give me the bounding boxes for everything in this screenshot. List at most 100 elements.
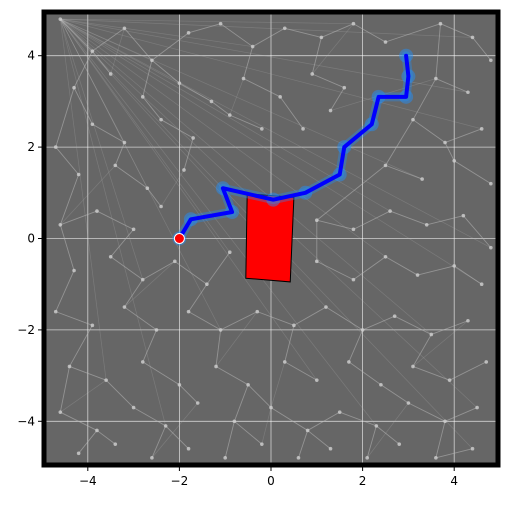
tree-edge — [211, 101, 231, 116]
tree-node — [447, 378, 452, 382]
tree-node — [479, 127, 484, 131]
tree-node — [214, 364, 218, 369]
tree-edge — [60, 18, 148, 189]
tree-edge — [160, 169, 185, 207]
y-tick-label: −2 — [17, 323, 35, 337]
tree-edge — [151, 402, 198, 459]
tree-edge — [444, 128, 482, 143]
tree-node — [250, 44, 255, 49]
x-tick-label: −4 — [79, 474, 97, 488]
tree-edge — [73, 87, 93, 125]
tree-node — [452, 264, 457, 268]
tree-edge — [78, 430, 98, 454]
tree-node — [90, 122, 95, 127]
tree-edge — [435, 448, 473, 459]
tree-edge — [366, 402, 409, 459]
tree-node — [351, 227, 356, 232]
tree-edge — [412, 78, 437, 120]
tree-node — [411, 364, 415, 369]
tree-edge — [412, 334, 432, 367]
tree-edge — [353, 256, 386, 280]
tree-edge — [463, 215, 492, 248]
tree-edge — [385, 164, 423, 180]
tree-node — [246, 382, 250, 387]
tree-node — [131, 405, 136, 410]
tree-node — [296, 456, 301, 460]
tree-node — [218, 328, 223, 332]
tree-edge — [142, 60, 153, 97]
tree-node — [365, 456, 369, 460]
tree-node — [131, 227, 136, 232]
tree-edge — [215, 311, 258, 367]
tree-edge — [444, 407, 478, 422]
start-marker — [173, 233, 185, 244]
tree-edge — [60, 18, 386, 258]
tree-edge — [110, 28, 125, 75]
tree-node — [420, 177, 424, 181]
tree-node — [159, 204, 163, 209]
tree-edge — [69, 366, 107, 381]
tree-node — [90, 323, 95, 328]
tree-node — [53, 309, 58, 314]
tree-node — [140, 360, 145, 364]
y-tick-label: 4 — [27, 49, 35, 63]
tree-node — [205, 282, 209, 287]
tree-edge — [55, 87, 75, 148]
tree-node — [58, 410, 63, 414]
tree-node — [182, 168, 186, 172]
tree-edge — [151, 59, 180, 84]
tree-edge — [59, 19, 166, 426]
tree-node — [315, 378, 319, 382]
tree-edge — [206, 251, 231, 285]
tree-edge — [312, 73, 345, 89]
tree-edge — [55, 311, 93, 326]
tree-edge — [96, 210, 134, 230]
tree-node — [434, 456, 438, 460]
tree-node — [58, 17, 63, 21]
tree-node — [195, 401, 200, 405]
tree-edge — [124, 27, 153, 61]
tree-node — [260, 442, 264, 446]
tree-node — [232, 419, 237, 424]
tree-edge — [394, 315, 432, 335]
tree-edge — [243, 46, 254, 79]
tree-edge — [307, 411, 340, 431]
tree-edge — [325, 306, 363, 331]
tree-edge — [408, 402, 446, 422]
tree-edge — [142, 361, 180, 386]
tree-node — [434, 76, 438, 81]
tree-edge — [174, 260, 208, 285]
tree-node — [58, 222, 63, 227]
tree-node — [159, 117, 163, 122]
tree-node — [177, 81, 182, 85]
tree-edge — [60, 165, 116, 226]
tree-edge — [215, 366, 249, 386]
tree-node — [72, 85, 76, 90]
tree-nodes — [53, 17, 493, 460]
tree-edge — [440, 23, 473, 38]
tree-node — [282, 26, 287, 31]
tree-node — [360, 328, 365, 332]
tree-node — [104, 378, 108, 382]
tree-node — [337, 410, 342, 414]
tree-node — [351, 277, 356, 282]
tree-edge — [316, 260, 354, 281]
planned-path — [172, 48, 416, 246]
tree-node — [76, 172, 81, 177]
tree-edge — [417, 265, 455, 276]
tree-node — [315, 259, 319, 264]
tree-node — [218, 21, 223, 26]
x-tick-label: 4 — [450, 474, 458, 488]
path-line — [177, 53, 411, 241]
tree-edge — [124, 279, 144, 308]
tree-edge — [59, 366, 70, 413]
tree-node — [227, 113, 232, 117]
tree-node — [72, 268, 76, 273]
tree-edge — [229, 114, 263, 130]
tree-edge — [60, 18, 221, 331]
tree-node — [278, 95, 282, 99]
y-tick-label: −4 — [17, 414, 35, 428]
tree-node — [122, 26, 127, 31]
tree-node — [140, 95, 145, 99]
tree-edge — [426, 215, 464, 226]
